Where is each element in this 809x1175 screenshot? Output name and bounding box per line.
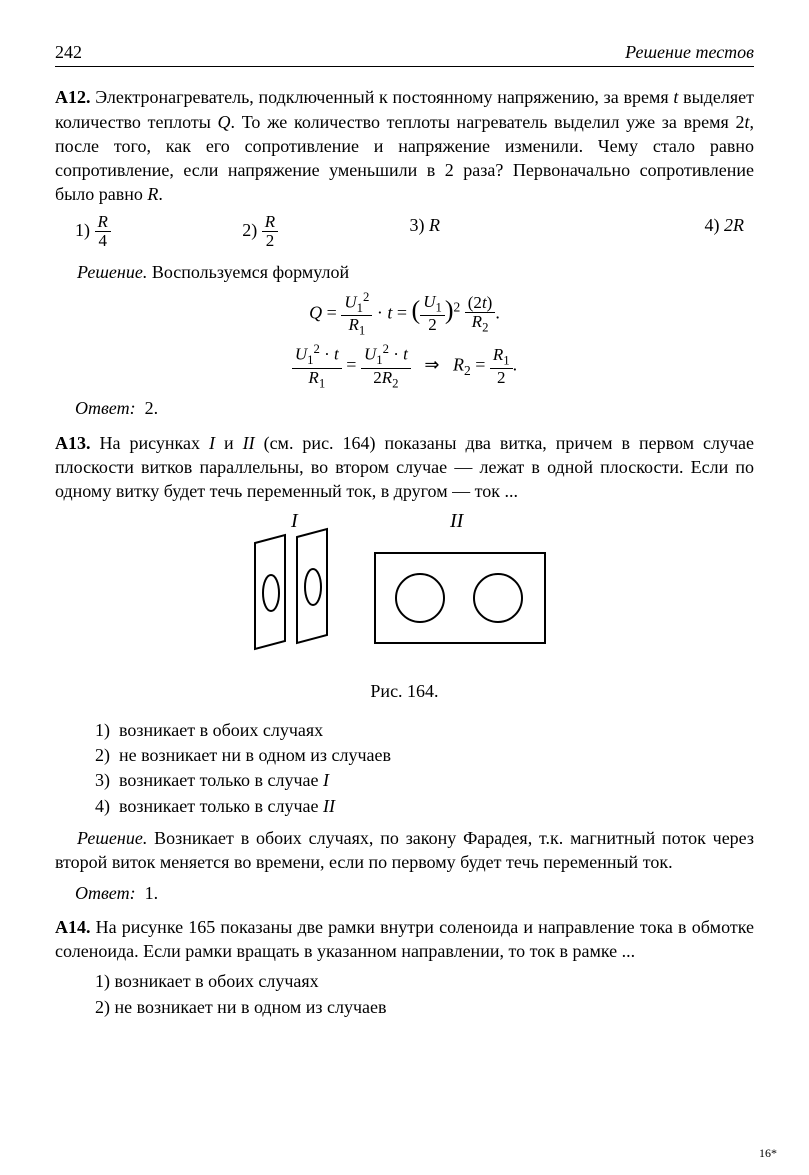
problem-text: Электронагреватель, подключенный к посто… xyxy=(55,87,754,204)
figure-164: I II xyxy=(55,513,754,673)
problem-label: А13. xyxy=(55,433,91,453)
a13-opt3: 3) возникает только в случае I xyxy=(95,768,754,792)
figure-164-caption: Рис. 164. xyxy=(55,679,754,703)
a13-opt4: 4) возникает только в случае II xyxy=(95,794,754,818)
problem-text: На рисунке 165 показаны две рамки внутри… xyxy=(55,917,754,961)
page-number: 242 xyxy=(55,40,82,64)
section-title: Решение тестов xyxy=(625,40,754,64)
a12-answer: Ответ: 2. xyxy=(75,396,754,420)
a13-opt1: 1) возникает в обоих случаях xyxy=(95,718,754,742)
fig-label-I: I xyxy=(290,513,299,532)
problem-a14: А14. На рисунке 165 показаны две рамки в… xyxy=(55,915,754,964)
a14-options: 1) возникает в обоих случаях 2) не возни… xyxy=(95,969,754,1019)
a13-options: 1) возникает в обоих случаях 2) не возни… xyxy=(95,718,754,818)
footer-mark: 16* xyxy=(759,1145,777,1161)
a12-opt3: 3) R xyxy=(410,213,577,251)
a13-opt2: 2) не возникает ни в одном из случаев xyxy=(95,743,754,767)
problem-a12: А12. Электронагреватель, подключенный к … xyxy=(55,85,754,206)
a12-equation-2: U12 · tR1 = U12 · t2R2 ⇒ R2 = R12. xyxy=(55,343,754,390)
a13-solution: Решение. Возникает в обоих случаях, по з… xyxy=(55,826,754,875)
fig-label-II: II xyxy=(449,513,465,532)
problem-label: А14. xyxy=(55,917,91,937)
a12-solution-intro: Решение. Воспользуемся формулой xyxy=(55,260,754,284)
problem-a13: А13. На рисунках I и II (см. рис. 164) п… xyxy=(55,431,754,504)
problem-label: А12. xyxy=(55,87,91,107)
a12-options: 1) R4 2) R2 3) R 4) 2R xyxy=(75,213,754,251)
page-header: 242 Решение тестов xyxy=(55,40,754,67)
a14-opt2: 2) не возникает ни в одном из случаев xyxy=(95,995,754,1019)
a12-opt4: 4) 2R xyxy=(577,213,744,251)
a14-opt1: 1) возникает в обоих случаях xyxy=(95,969,754,993)
a13-answer: Ответ: 1. xyxy=(75,881,754,905)
a12-opt2: 2) R2 xyxy=(242,213,409,251)
a12-opt1: 1) R4 xyxy=(75,213,242,251)
problem-text: На рисунках I и II (см. рис. 164) показа… xyxy=(55,433,754,502)
a12-equation-1: Q = U12R1 · t = (U12)2 (2t)R2. xyxy=(55,291,754,338)
